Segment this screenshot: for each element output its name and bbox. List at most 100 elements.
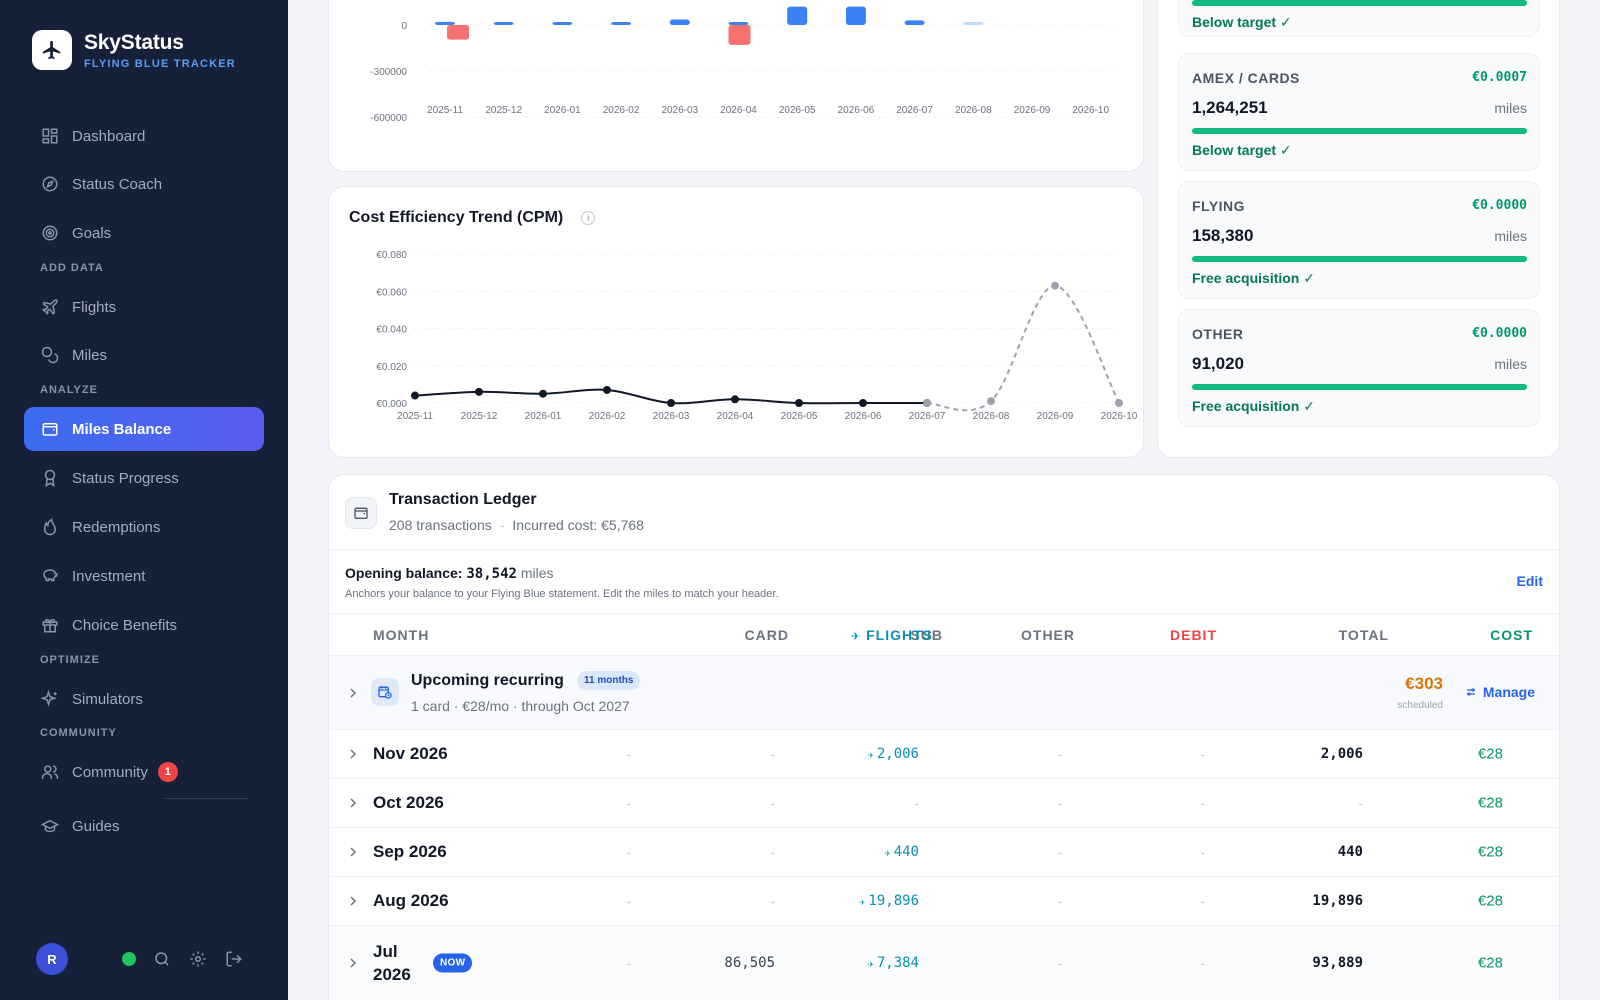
ledger-month-row[interactable]: Sep 2026- - ✈ 440- -440 €28	[329, 827, 1559, 876]
row-sub-empty: -	[626, 954, 631, 971]
nav-label: Redemptions	[72, 518, 161, 536]
nav-choice-benefits[interactable]: Choice Benefits	[24, 603, 264, 647]
avatar[interactable]: R	[36, 943, 68, 975]
wallet-icon	[40, 419, 60, 439]
col-header-total[interactable]: TOTAL	[1338, 627, 1389, 643]
row-other-empty: -	[1057, 746, 1062, 762]
nav-investment[interactable]: Investment	[24, 554, 264, 598]
info-icon[interactable]: i	[581, 211, 596, 225]
plane-small-icon: ✈	[884, 848, 891, 859]
source-note: Below target ✓	[1192, 14, 1292, 30]
x-tick-label: 2026-08	[973, 411, 1010, 422]
y-tick-label: -600000	[370, 113, 407, 124]
source-note: Below target ✓	[1192, 142, 1292, 158]
row-sub-empty: -	[626, 795, 631, 811]
row-flights: ✈ 19,896	[859, 893, 919, 909]
row-debit-empty: -	[1200, 795, 1205, 811]
chevron-right-icon[interactable]	[347, 687, 359, 699]
nav-label: Status Progress	[72, 469, 179, 487]
nav-redemptions[interactable]: Redemptions	[24, 505, 264, 549]
source-name: AMEX / CARDS	[1192, 70, 1300, 86]
sparkles-icon	[40, 689, 60, 709]
chevron-right-icon[interactable]	[347, 797, 359, 809]
source-name: FLYING	[1192, 198, 1246, 214]
bar-positive	[611, 22, 632, 25]
nav-community[interactable]: Community 1	[24, 750, 264, 794]
data-point	[603, 385, 611, 394]
search-icon[interactable]	[152, 949, 172, 969]
col-header-debit[interactable]: DEBIT	[1170, 627, 1217, 643]
row-sub-empty: -	[626, 893, 631, 909]
nav-flights[interactable]: Flights	[24, 285, 264, 329]
nav-label: Miles	[72, 346, 108, 364]
nav-guides[interactable]: Guides	[24, 804, 264, 848]
graduation-cap-icon	[40, 816, 60, 836]
source-miles: 158,380	[1192, 226, 1254, 245]
ledger-month-row[interactable]: Oct 2026 - - - - - - €28	[329, 778, 1559, 827]
row-card-empty: -	[770, 795, 775, 811]
x-tick-label: 2025-12	[461, 411, 498, 422]
calendar-clock-icon	[371, 678, 399, 706]
row-cost: €28	[1477, 954, 1503, 971]
col-header-flights[interactable]: ✈ FLIGHTS	[819, 627, 933, 643]
ledger-month-row[interactable]: Jul 2026 NOW - 86,505 ✈ 7,384 - - 93,889 €28	[329, 925, 1559, 999]
nav-label: Choice Benefits	[72, 616, 178, 634]
row-sub-empty: -	[626, 844, 631, 860]
upcoming-amount: €303	[1405, 674, 1443, 693]
brand-subtitle: FLYING BLUE TRACKER	[84, 57, 236, 70]
nav-miles-balance[interactable]: Miles Balance	[24, 407, 264, 451]
x-tick-label: 2026-09	[1037, 411, 1074, 422]
incurred-cost: Incurred cost: €5,768	[512, 517, 644, 533]
x-tick-label: 2026-02	[603, 105, 640, 116]
manage-recurring-button[interactable]: Manage	[1465, 684, 1535, 700]
logout-icon[interactable]	[224, 949, 244, 969]
col-header-sub[interactable]: SUB	[910, 627, 943, 643]
chevron-right-icon[interactable]	[347, 748, 359, 760]
edit-opening-balance-button[interactable]: Edit	[1516, 573, 1543, 589]
y-tick-label: €0.000	[376, 399, 407, 410]
nav-miles[interactable]: Miles	[24, 333, 264, 377]
source-cpm: €0.0000	[1472, 198, 1527, 213]
nav-dashboard[interactable]: Dashboard	[24, 114, 264, 158]
nav-label: Guides	[72, 817, 120, 835]
gift-icon	[40, 615, 60, 635]
now-badge: NOW	[433, 953, 473, 972]
section-community: COMMUNITY	[40, 727, 117, 739]
divider	[329, 549, 1559, 550]
piggy-bank-icon	[40, 566, 60, 586]
col-header-card[interactable]: CARD	[744, 627, 789, 643]
community-badge: 1	[157, 762, 178, 782]
x-tick-label: 2026-03	[653, 411, 690, 422]
x-tick-label: 2026-07	[896, 105, 933, 116]
nav-simulators[interactable]: Simulators	[24, 677, 264, 721]
row-other-empty: -	[1057, 844, 1062, 860]
row-cost: €28	[1477, 843, 1503, 861]
y-tick-label: €0.040	[376, 325, 407, 336]
award-icon	[40, 468, 60, 488]
nav-status-coach[interactable]: Status Coach	[24, 162, 264, 206]
cpm-trend-card: Cost Efficiency Trend (CPM) i €0.080 €0.0…	[328, 186, 1144, 458]
chevron-right-icon[interactable]	[347, 846, 359, 858]
ledger-month-row[interactable]: Aug 2026- - ✈ 19,896- -19,896 €28	[329, 876, 1559, 925]
chevron-right-icon[interactable]	[347, 895, 359, 907]
opening-balance-label: Opening balance:	[345, 565, 463, 581]
nav-label: Simulators	[72, 690, 143, 708]
gear-icon[interactable]	[188, 949, 208, 969]
upcoming-recurring-row[interactable]: Upcoming recurring 11 months 1 card · €2…	[329, 655, 1559, 729]
brand[interactable]: SkyStatus FLYING BLUE TRACKER	[32, 30, 236, 70]
x-tick-label: 2026-01	[544, 105, 581, 116]
ledger-month-row[interactable]: Nov 2026- - ✈ 2,006- -2,006 €28	[329, 729, 1559, 778]
col-header-flights-label: FLIGHTS	[866, 627, 933, 643]
nav-goals[interactable]: Goals	[24, 211, 264, 255]
col-header-other[interactable]: OTHER	[1021, 627, 1075, 643]
col-header-cost[interactable]: COST	[1490, 627, 1533, 643]
col-header-month[interactable]: MONTH	[373, 627, 430, 643]
row-card-empty: -	[770, 746, 775, 762]
nav-status-progress[interactable]: Status Progress	[24, 456, 264, 500]
row-card-empty: -	[770, 844, 775, 860]
x-tick-label: 2026-01	[525, 411, 562, 422]
opening-balance-value[interactable]: 38,542	[466, 566, 517, 582]
chevron-right-icon[interactable]	[347, 957, 359, 969]
row-flights: ✈ 2,006	[868, 746, 919, 762]
